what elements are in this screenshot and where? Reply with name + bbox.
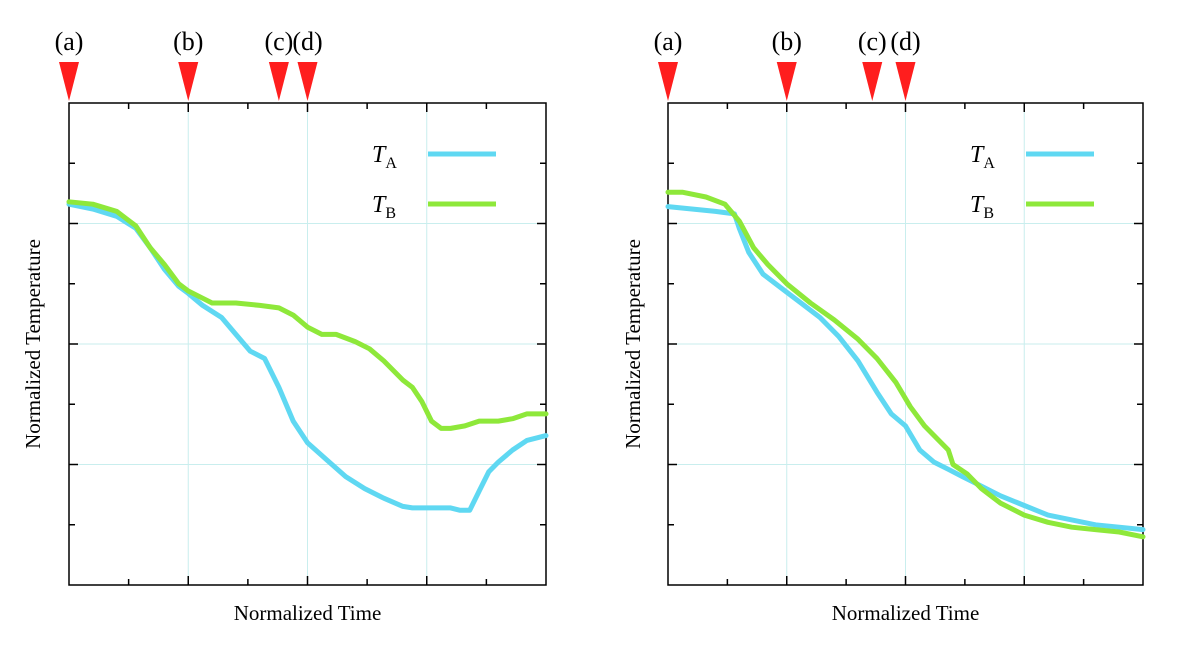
marker-label: (c) bbox=[858, 27, 887, 56]
series-line-a bbox=[665, 204, 1146, 533]
legend-label-b: TB bbox=[970, 192, 994, 222]
marker-label: (b) bbox=[772, 27, 802, 56]
series-line-b bbox=[66, 199, 549, 431]
x-axis-label: Normalized Time bbox=[234, 601, 382, 625]
marker-triangle bbox=[297, 62, 318, 101]
marker-triangle bbox=[59, 62, 79, 101]
marker-triangle bbox=[776, 62, 797, 101]
series-line-a bbox=[66, 201, 549, 513]
marker-label: (d) bbox=[890, 27, 920, 56]
chart-panel-2: TA TB Normalized Time Normalized Temperatur… bbox=[621, 27, 1146, 625]
marker-triangle bbox=[862, 62, 883, 101]
marker-triangle bbox=[895, 62, 916, 101]
marker-label: (b) bbox=[173, 27, 203, 56]
y-axis-label: Normalized Temperature bbox=[21, 239, 45, 449]
chart-panel-1: TA TB Normalized Time Normalized Temperatur… bbox=[21, 27, 549, 625]
marker-label: (d) bbox=[292, 27, 322, 56]
marker-label: (a) bbox=[654, 27, 683, 56]
series-line-b bbox=[665, 189, 1146, 540]
marker-triangle bbox=[658, 62, 678, 101]
legend-label-b: TB bbox=[372, 192, 396, 222]
marker-label: (c) bbox=[264, 27, 293, 56]
y-axis-label: Normalized Temperature bbox=[621, 239, 645, 449]
x-axis-label: Normalized Time bbox=[832, 601, 980, 625]
legend-label-a: TA bbox=[970, 142, 995, 172]
marker-label: (a) bbox=[55, 27, 84, 56]
legend-label-a: TA bbox=[372, 142, 397, 172]
marker-triangle bbox=[268, 62, 289, 101]
marker-triangle bbox=[178, 62, 199, 101]
